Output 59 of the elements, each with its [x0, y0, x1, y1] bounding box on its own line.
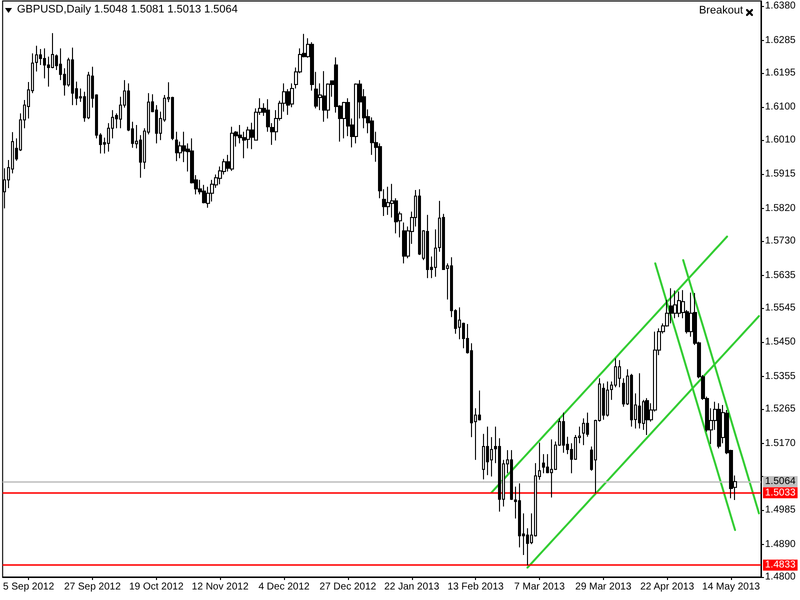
candlestick [418, 188, 421, 256]
y-tick-label: 1.5450 [765, 336, 796, 348]
x-tick-label: 27 Sep 2012 [64, 582, 122, 592]
y-tick-label: 1.6380 [765, 0, 796, 12]
y-tick-label: 1.6285 [765, 34, 796, 46]
candlestick [630, 373, 633, 428]
candlestick [175, 131, 178, 162]
y-tick-label: 1.5730 [765, 235, 796, 246]
y-tick-label: 1.5820 [765, 202, 796, 214]
y-tick-label: 1.5170 [765, 438, 796, 449]
candlestick [550, 438, 553, 498]
x-tick-label: 27 Dec 2012 [320, 582, 377, 592]
candlestick [638, 372, 641, 429]
candlestick [677, 291, 681, 318]
candlestick [342, 101, 346, 139]
candlestick [71, 47, 74, 106]
candlestick [717, 402, 721, 449]
y-tick-label: 1.6100 [765, 102, 796, 113]
candlestick [87, 71, 90, 120]
y-tick-label: 1.5265 [765, 403, 796, 414]
candlestick [486, 426, 489, 476]
x-tick-label: 12 Nov 2012 [192, 582, 249, 592]
ref-line-label: 1.5064 [765, 476, 796, 488]
y-tick-label: 1.4890 [765, 538, 796, 550]
candlestick [322, 70, 326, 122]
candlestick [354, 82, 358, 144]
y-tick-label: 1.5635 [765, 270, 796, 281]
candlestick [618, 360, 621, 388]
candlestick [645, 398, 649, 436]
candlestick [386, 186, 390, 216]
x-tick-label: 14 May 2013 [702, 582, 760, 592]
x-tick-label: 29 Mar 2013 [575, 582, 632, 592]
y-tick-label: 1.6010 [765, 134, 796, 146]
y-tick-label: 1.5915 [765, 168, 796, 180]
ref-line-label: 1.4833 [765, 560, 796, 571]
candlestick [426, 214, 429, 279]
x-tick-label: 4 Dec 2012 [258, 582, 310, 592]
candlestick [606, 381, 609, 418]
annotation: Breakout [698, 4, 744, 16]
x-tick-label: 5 Sep 2012 [2, 582, 55, 592]
candlestick [542, 454, 545, 474]
ref-line-label: 1.5033 [765, 487, 796, 498]
y-tick-label: 1.4985 [765, 504, 796, 516]
candlestick [562, 412, 565, 454]
x-tick-label: 7 Mar 2013 [514, 582, 566, 592]
y-tick-label: 1.5545 [765, 302, 796, 314]
candlestick [602, 382, 605, 420]
candlestick [202, 184, 206, 204]
x-tick-label: 19 Oct 2012 [129, 582, 184, 592]
x-tick-label: 22 Apr 2013 [640, 582, 695, 592]
candlestick [230, 126, 234, 172]
candlestick [669, 288, 673, 324]
candlestick [402, 222, 406, 264]
x-tick-label: 22 Jan 2013 [384, 582, 440, 592]
y-tick-label: 1.4800 [765, 572, 796, 582]
chart-title: GBPUSD,Daily 1.5048 1.5081 1.5013 1.5064 [17, 4, 238, 16]
x-tick-label: 13 Feb 2013 [448, 582, 504, 592]
y-tick-label: 1.5355 [765, 370, 796, 382]
y-tick-label: 1.6195 [765, 67, 796, 78]
